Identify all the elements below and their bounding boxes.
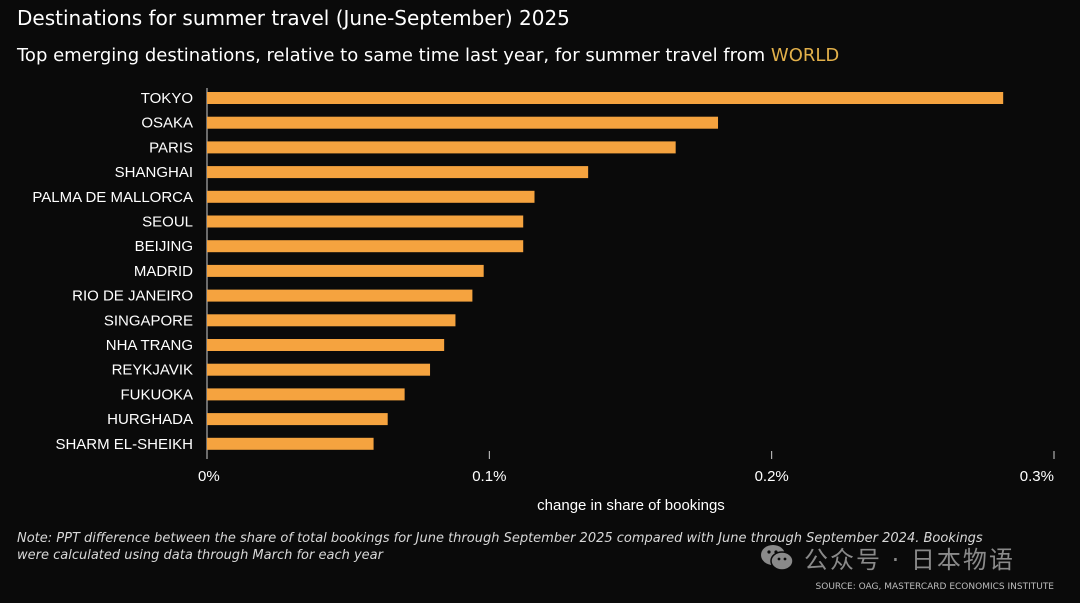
footnote: Note: PPT difference between the share o… xyxy=(17,531,983,563)
category-label: SHANGHAI xyxy=(115,164,193,181)
chart-title: Destinations for summer travel (June-Sep… xyxy=(17,6,570,30)
bar-chart: TOKYO OSAKA PARIS SHANGHAI PALMA DE MALLORCA… xyxy=(32,88,1055,514)
category-label: TOKYO xyxy=(141,90,193,107)
x-tick-label: 0.3% xyxy=(1020,468,1054,485)
category-label: BEIJING xyxy=(135,238,193,255)
x-axis-label: change in share of bookings xyxy=(537,497,725,514)
category-label: HURGHADA xyxy=(107,411,193,428)
category-label: SHARM EL-SHEIKH xyxy=(55,436,193,453)
category-label: FUKUOKA xyxy=(120,386,193,403)
category-label: SEOUL xyxy=(142,214,193,231)
bar xyxy=(207,388,405,401)
bar xyxy=(207,92,1004,104)
subtitle-text: Top emerging destinations, relative to s… xyxy=(17,45,771,66)
bar xyxy=(207,413,388,426)
watermark-text: 公众号 · 日本物语 xyxy=(804,546,1015,574)
bar xyxy=(207,190,535,203)
category-label: REYKJAVIK xyxy=(112,362,193,379)
chart-subtitle: Top emerging destinations, relative to s… xyxy=(17,45,839,66)
wechat-icon xyxy=(761,544,794,571)
category-label: PALMA DE MALLORCA xyxy=(32,189,193,206)
x-tick-label: 0.1% xyxy=(472,468,506,485)
bar xyxy=(207,141,676,154)
category-label: MADRID xyxy=(134,263,193,280)
bar xyxy=(207,363,431,376)
bar xyxy=(207,264,484,277)
bar xyxy=(207,116,719,129)
source-credit: SOURCE: OAG, MASTERCARD ECONOMICS INSTIT… xyxy=(815,582,1054,592)
x-tick-label: 0.2% xyxy=(755,468,789,485)
category-label: NHA TRANG xyxy=(106,337,193,354)
bar xyxy=(207,437,374,450)
category-label: OSAKA xyxy=(141,115,193,132)
category-label: RIO DE JANEIRO xyxy=(72,288,193,305)
bar xyxy=(207,166,589,179)
category-label: PARIS xyxy=(149,139,193,156)
bar xyxy=(207,339,445,351)
watermark: 公众号 · 日本物语 xyxy=(760,540,1015,575)
bar xyxy=(207,314,456,327)
subtitle-highlight: WORLD xyxy=(770,45,840,66)
x-tick-label: 0% xyxy=(198,468,220,485)
bar xyxy=(207,240,524,253)
bar xyxy=(207,215,524,228)
category-label: SINGAPORE xyxy=(104,312,193,329)
bar xyxy=(207,289,473,302)
